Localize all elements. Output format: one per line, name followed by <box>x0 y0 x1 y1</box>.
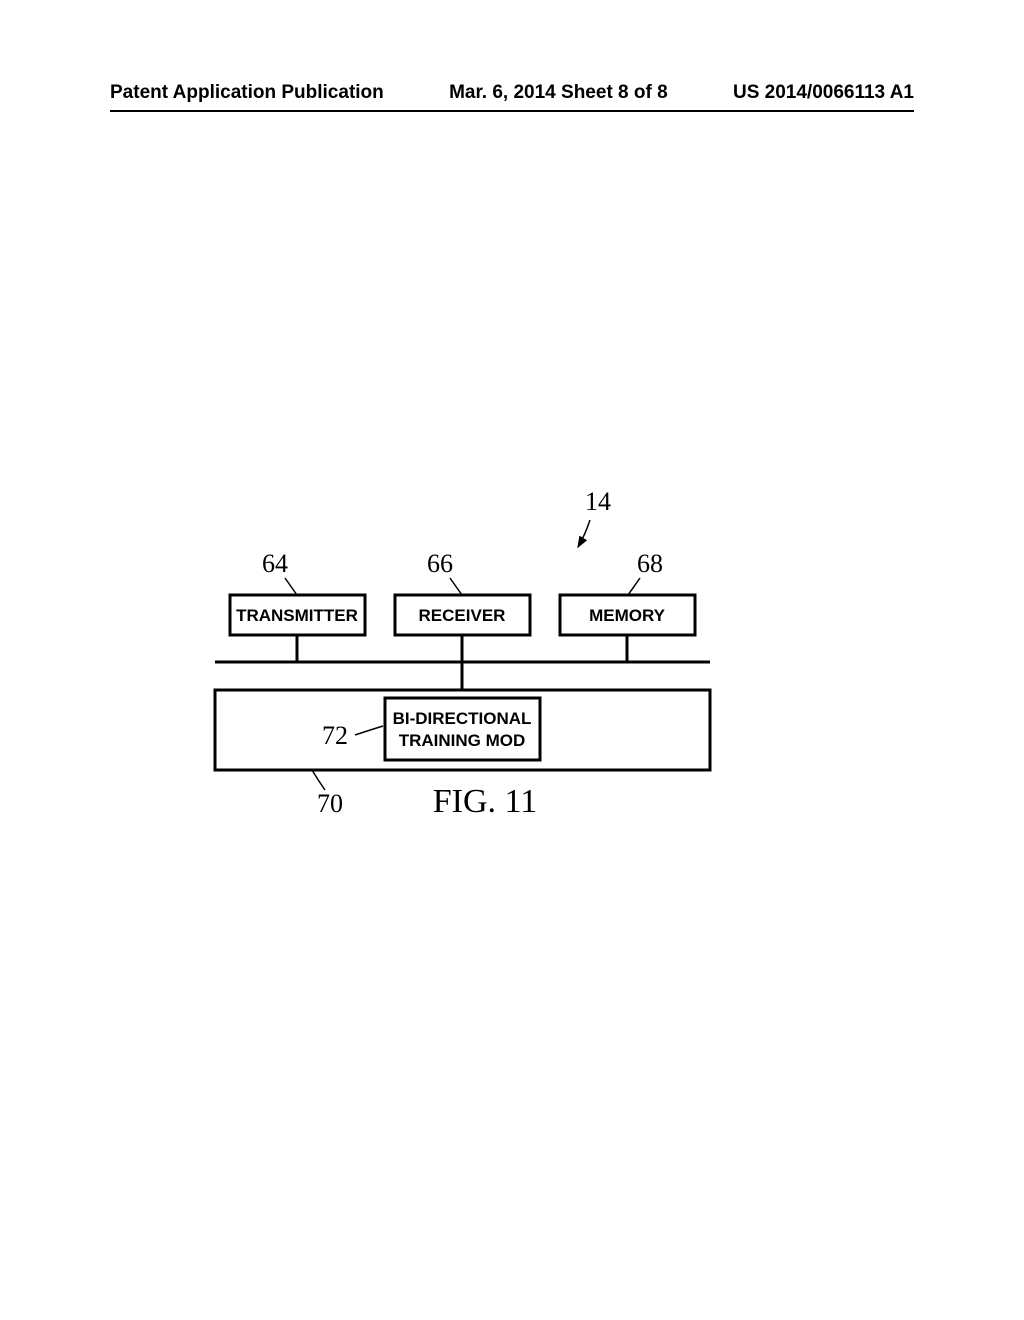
receiver-label: RECEIVER <box>419 606 506 625</box>
ref-70: 70 <box>317 789 343 818</box>
assembly-ref: 14 <box>578 487 611 547</box>
lead-64 <box>285 578 297 595</box>
page: Patent Application Publication Mar. 6, 2… <box>0 0 1024 1320</box>
mod-box: BI-DIRECTIONAL TRAINING MOD <box>385 698 540 760</box>
memory-box: MEMORY <box>560 595 695 635</box>
diagram-svg: 14 64 66 68 TRANSMITTER RECEIVER MEMORY <box>0 0 1024 1320</box>
assembly-ref-num: 14 <box>585 487 611 516</box>
figure-label: FIG. 11 <box>433 783 538 820</box>
lead-68 <box>628 578 640 595</box>
mod-line2: TRAINING MOD <box>399 731 526 750</box>
ref-72: 72 <box>322 721 348 750</box>
lead-70 <box>312 770 325 790</box>
assembly-ref-arrow <box>578 520 590 547</box>
lead-66 <box>450 578 462 595</box>
memory-label: MEMORY <box>589 606 666 625</box>
transmitter-box: TRANSMITTER <box>230 595 365 635</box>
ref-68: 68 <box>637 549 663 578</box>
receiver-box: RECEIVER <box>395 595 530 635</box>
mod-line1: BI-DIRECTIONAL <box>393 709 532 728</box>
ref-66: 66 <box>427 549 453 578</box>
transmitter-label: TRANSMITTER <box>236 606 358 625</box>
ref-64: 64 <box>262 549 288 578</box>
